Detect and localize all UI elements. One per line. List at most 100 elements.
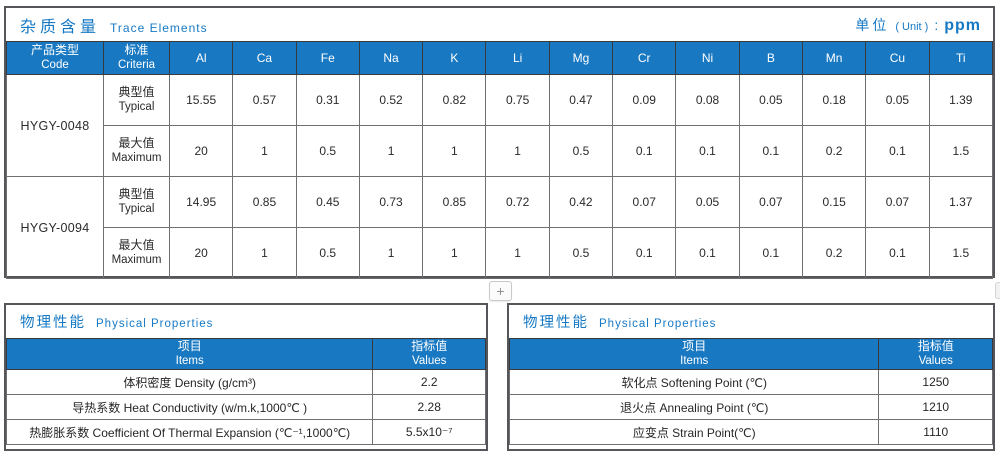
physical-properties-right-table: 项目 Items 指标值 Values 软化点 Softening Point … — [508, 338, 993, 445]
value-cell: 0.1 — [738, 227, 803, 279]
product-code: HYGY-0048 — [6, 74, 104, 177]
property-value: 1110 — [878, 419, 993, 445]
unit-colon: : — [934, 16, 939, 33]
physical-right-title-row: 物理性能 Physical Properties — [509, 305, 993, 338]
physical-left-title-row: 物理性能 Physical Properties — [6, 305, 486, 338]
trace-elements-table: 产品类型 Code 标准 Criteria Al Ca Fe Na K Li M… — [6, 41, 994, 279]
col-header-b: B — [738, 41, 803, 75]
col-header-items-zh: 项目 — [682, 339, 707, 354]
value-cell: 1.37 — [928, 176, 994, 228]
value-cell: 0.2 — [801, 227, 867, 279]
value-cell: 1 — [232, 125, 297, 177]
criteria-cell: 典型值 Typical — [103, 74, 170, 126]
value-cell: 1.39 — [928, 74, 994, 126]
table-row: 退火点 Annealing Point (℃) 1210 — [508, 394, 993, 420]
edge-button-sliver[interactable] — [995, 282, 1000, 299]
col-header-items-zh: 项目 — [177, 339, 202, 354]
col-header-ni: Ni — [675, 41, 740, 75]
value-cell: 0.2 — [801, 125, 867, 177]
property-value: 1210 — [878, 394, 993, 420]
property-value: 2.28 — [372, 394, 486, 420]
trace-header-row: 产品类型 Code 标准 Criteria Al Ca Fe Na K Li M… — [6, 41, 994, 75]
value-cell: 0.08 — [675, 74, 740, 126]
col-header-na: Na — [358, 41, 424, 75]
criteria-cell: 最大值 Maximum — [103, 227, 170, 279]
table-row: 热膨胀系数 Coefficient Of Thermal Expansion (… — [5, 419, 486, 445]
col-header-items: 项目 Items — [508, 338, 880, 370]
property-item: 导热系数 Heat Conductivity (w/m.k,1000℃ ) — [5, 394, 374, 420]
value-cell: 0.5 — [295, 227, 360, 279]
table-row: 导热系数 Heat Conductivity (w/m.k,1000℃ ) 2.… — [5, 394, 486, 420]
physical-properties-left-panel: 物理性能 Physical Properties 项目 Items 指标值 Va… — [4, 303, 488, 451]
value-cell: 0.1 — [612, 227, 677, 279]
physical-properties-right-panel: 物理性能 Physical Properties 项目 Items 指标值 Va… — [507, 303, 995, 451]
value-cell: 0.07 — [738, 176, 803, 228]
add-section-button[interactable]: + — [489, 281, 512, 301]
unit-label: 单位 ( Unit ) : ppm — [855, 15, 981, 35]
col-header-fe: Fe — [295, 41, 360, 75]
col-header-cu: Cu — [865, 41, 930, 75]
value-cell: 0.75 — [485, 74, 550, 126]
table-row: 应变点 Strain Point(℃) 1110 — [508, 419, 993, 445]
value-cell: 0.72 — [485, 176, 550, 228]
col-header-criteria: 标准 Criteria — [103, 41, 170, 75]
value-cell: 0.07 — [865, 176, 930, 228]
col-header-values-en: Values — [412, 355, 447, 368]
trace-title-row: 杂质含量 Trace Elements 单位 ( Unit ) : ppm — [6, 8, 993, 41]
unit-label-paren: ( Unit ) — [895, 20, 929, 33]
criteria-zh: 最大值 — [118, 135, 155, 150]
value-cell: 0.05 — [738, 74, 803, 126]
col-header-mg: Mg — [548, 41, 614, 75]
value-cell: 0.1 — [865, 125, 930, 177]
value-cell: 0.31 — [295, 74, 360, 126]
value-cell: 0.1 — [738, 125, 803, 177]
property-value: 2.2 — [372, 369, 486, 395]
value-cell: 0.07 — [612, 176, 677, 228]
value-cell: 1 — [358, 227, 424, 279]
table-row: 体积密度 Density (g/cm³) 2.2 — [5, 369, 486, 395]
criteria-en: Typical — [118, 101, 155, 114]
value-cell: 0.85 — [232, 176, 297, 228]
criteria-zh: 最大值 — [118, 237, 155, 252]
trace-title-en: Trace Elements — [110, 20, 208, 35]
physical-left-title-zh: 物理性能 — [20, 315, 86, 331]
value-cell: 0.5 — [548, 227, 614, 279]
property-value: 5.5x10⁻⁷ — [372, 419, 486, 445]
criteria-zh: 典型值 — [118, 186, 155, 201]
col-header-cr: Cr — [612, 41, 677, 75]
value-cell: 0.52 — [358, 74, 424, 126]
col-header-k: K — [422, 41, 487, 75]
col-header-values-en: Values — [918, 355, 953, 368]
col-header-items-en: Items — [680, 355, 709, 368]
value-cell: 1.5 — [928, 227, 994, 279]
product-code: HYGY-0094 — [6, 176, 104, 279]
criteria-en: Typical — [118, 203, 155, 216]
table-row: 最大值 Maximum 20 1 0.5 1 1 1 0.5 0.1 0.1 0… — [7, 125, 994, 177]
property-item: 应变点 Strain Point(℃) — [508, 419, 880, 445]
value-cell: 0.57 — [232, 74, 297, 126]
col-header-al: Al — [168, 41, 234, 75]
criteria-cell: 典型值 Typical — [103, 176, 170, 228]
value-cell: 0.45 — [295, 176, 360, 228]
value-cell: 0.1 — [865, 227, 930, 279]
col-header-items-en: Items — [175, 355, 204, 368]
col-header-values: 指标值 Values — [372, 338, 486, 370]
value-cell: 14.95 — [168, 176, 234, 228]
property-item: 退火点 Annealing Point (℃) — [508, 394, 880, 420]
unit-value: ppm — [944, 16, 981, 34]
value-cell: 1 — [232, 227, 297, 279]
props-header-row: 项目 Items 指标值 Values — [5, 338, 486, 370]
col-header-values-zh: 指标值 — [411, 339, 448, 354]
unit-label-zh: 单位 — [855, 16, 890, 33]
value-cell: 0.05 — [675, 176, 740, 228]
value-cell: 1 — [422, 227, 487, 279]
physical-left-title: 物理性能 Physical Properties — [20, 311, 213, 332]
physical-right-title-zh: 物理性能 — [523, 315, 589, 331]
criteria-zh: 典型值 — [118, 84, 155, 99]
value-cell: 20 — [168, 227, 234, 279]
value-cell: 1 — [358, 125, 424, 177]
value-cell: 0.73 — [358, 176, 424, 228]
property-value: 1250 — [878, 369, 993, 395]
col-header-ca: Ca — [232, 41, 297, 75]
col-header-values: 指标值 Values — [878, 338, 993, 370]
